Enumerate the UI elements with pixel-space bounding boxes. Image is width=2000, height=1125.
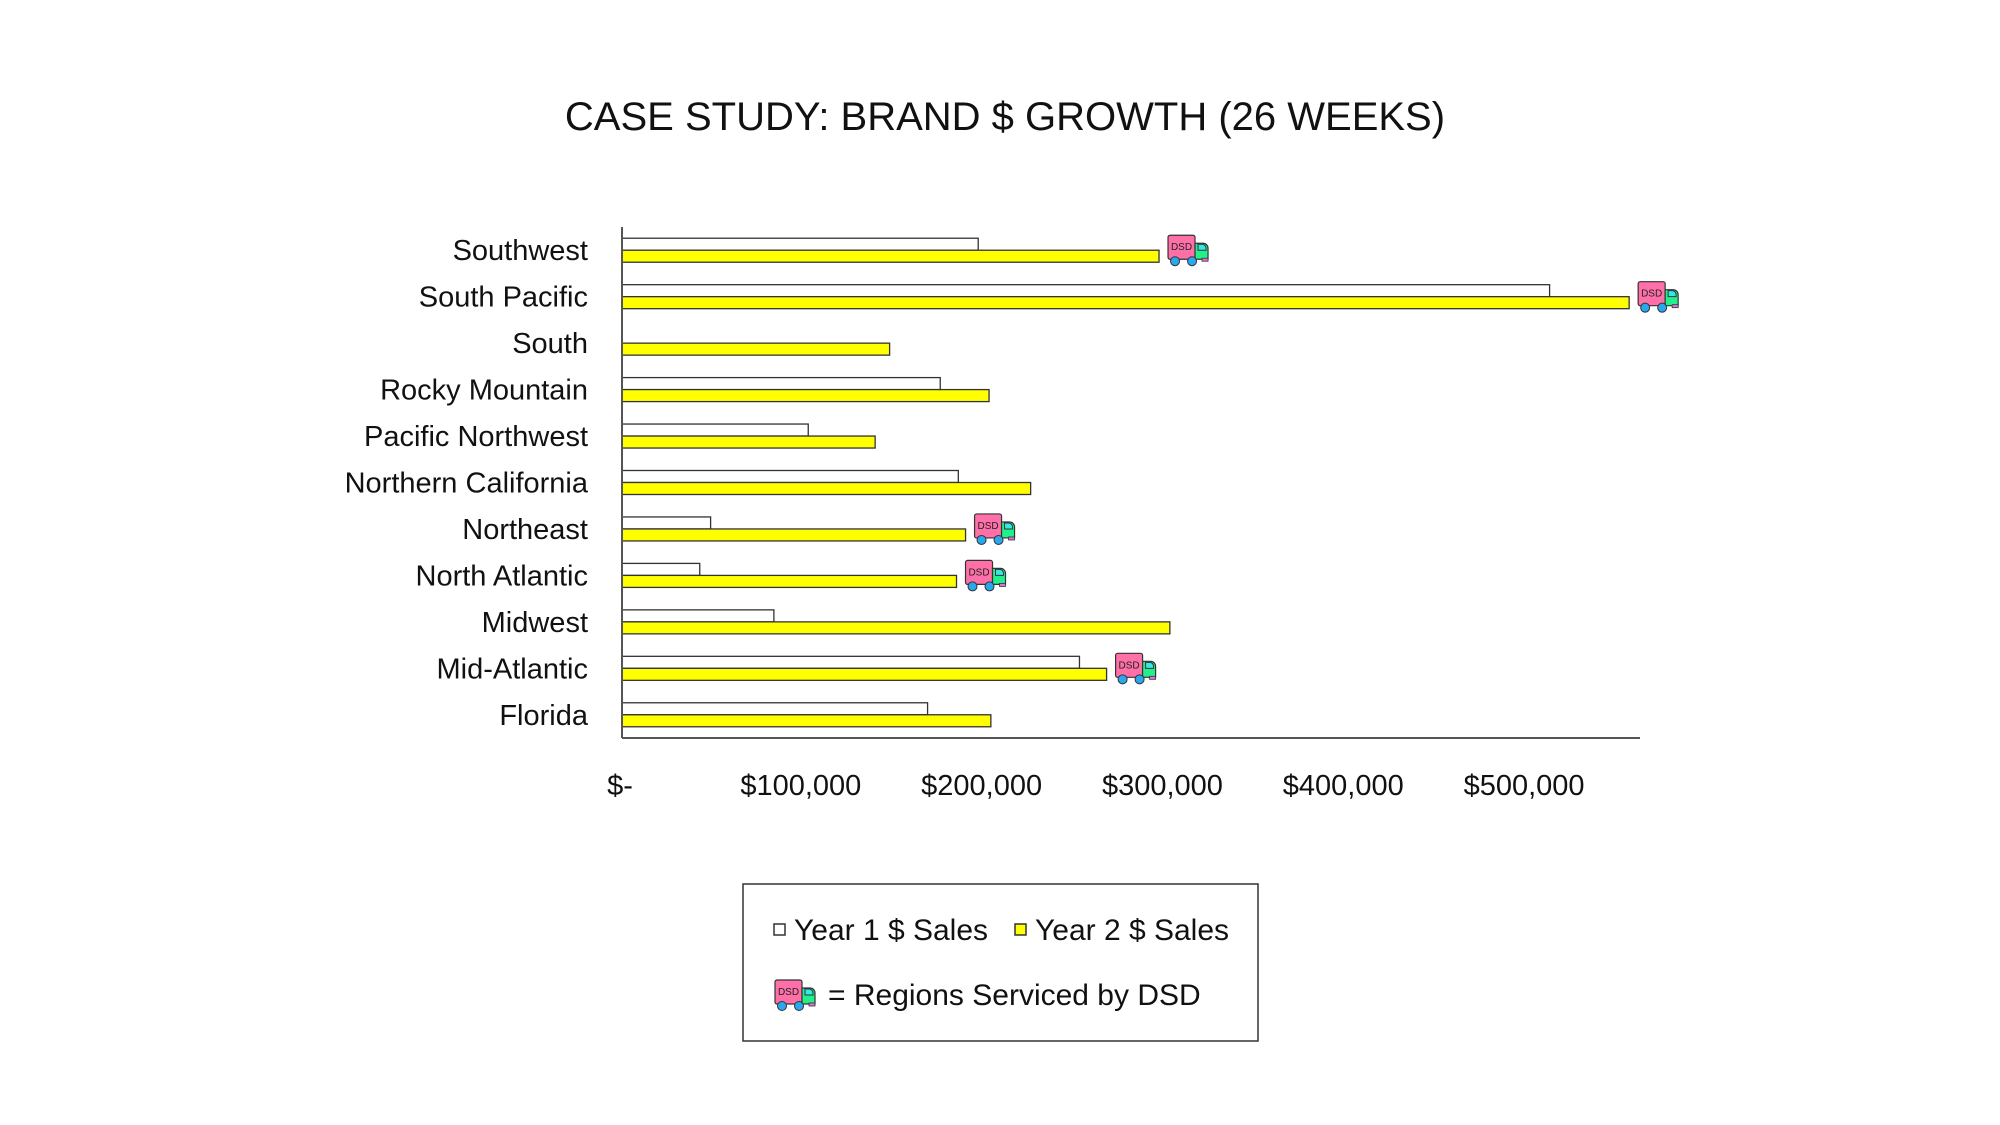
truck-label: DSD bbox=[1119, 660, 1140, 671]
legend-label-year1: Year 1 $ Sales bbox=[794, 914, 988, 947]
legend-box bbox=[742, 883, 1259, 1042]
truck-wheel bbox=[794, 1001, 804, 1011]
truck-label: DSD bbox=[778, 987, 799, 998]
x-tick-label: $- bbox=[607, 770, 633, 802]
x-tick-label: $500,000 bbox=[1464, 770, 1585, 802]
bar-year2 bbox=[621, 435, 876, 449]
dsd-truck-icon: DSD bbox=[973, 513, 1016, 545]
bar-year1 bbox=[621, 655, 1081, 669]
legend-dsd-note: = Regions Serviced by DSD bbox=[828, 979, 1201, 1012]
truck-wheel bbox=[984, 581, 995, 592]
category-label: Mid-Atlantic bbox=[437, 653, 589, 685]
truck-wheel bbox=[976, 534, 987, 545]
truck-wheel bbox=[993, 534, 1004, 545]
truck-wheel bbox=[1170, 256, 1181, 267]
truck-wheel bbox=[1134, 674, 1145, 685]
dsd-truck-icon: DSD bbox=[1637, 281, 1679, 313]
x-axis-ticks: $- $100,000 $200,000 $300,000 $400,000 $500,0… bbox=[607, 770, 1584, 802]
truck-bumper bbox=[999, 583, 1006, 587]
bar-year2 bbox=[621, 528, 967, 542]
truck-window bbox=[804, 988, 814, 996]
bar-year2 bbox=[621, 714, 992, 728]
dsd-truck-icon: DSD bbox=[1167, 234, 1209, 267]
truck-window bbox=[1197, 243, 1207, 251]
dsd-markers: DSD DSD DSD DSD DSD bbox=[964, 234, 1679, 685]
category-label: South bbox=[512, 328, 588, 360]
chart-title: CASE STUDY: BRAND $ GROWTH (26 WEEKS) bbox=[565, 95, 1445, 139]
truck-bumper bbox=[808, 1002, 816, 1007]
category-label: Pacific Northwest bbox=[364, 421, 588, 453]
truck-window bbox=[1667, 290, 1677, 298]
bar-year2 bbox=[621, 621, 1171, 635]
dsd-truck-icon: DSD bbox=[1114, 652, 1157, 685]
bar-year2 bbox=[621, 388, 990, 403]
category-label: Southwest bbox=[453, 235, 588, 267]
truck-window bbox=[995, 568, 1005, 576]
dsd-truck-icon: DSD bbox=[964, 559, 1007, 592]
bar-year1 bbox=[621, 237, 979, 251]
truck-window bbox=[1145, 661, 1155, 669]
truck-label: DSD bbox=[1641, 289, 1662, 300]
bar-year2 bbox=[621, 667, 1108, 681]
x-tick-label: $100,000 bbox=[740, 770, 861, 802]
category-label: North Atlantic bbox=[416, 560, 588, 592]
truck-bumper bbox=[1671, 304, 1679, 309]
category-label: Northern California bbox=[345, 468, 589, 500]
bar-year1 bbox=[621, 423, 809, 437]
legend: Year 1 $ Sales Year 2 $ Sales DSD = Regi… bbox=[742, 883, 1259, 1042]
bar-year2 bbox=[621, 296, 1630, 310]
bar-year1 bbox=[621, 284, 1551, 298]
x-tick-label: $400,000 bbox=[1283, 770, 1404, 802]
truck-label: DSD bbox=[1171, 242, 1192, 253]
category-label: Midwest bbox=[482, 607, 588, 639]
category-label: Rocky Mountain bbox=[380, 375, 588, 407]
bar-year1 bbox=[621, 702, 929, 716]
truck-label: DSD bbox=[968, 567, 989, 578]
bar-year1 bbox=[621, 609, 775, 623]
x-tick-label: $200,000 bbox=[921, 770, 1042, 802]
bar-year1 bbox=[621, 469, 959, 484]
category-label: Northeast bbox=[462, 514, 588, 546]
truck-bumper bbox=[1201, 257, 1209, 262]
category-label: Florida bbox=[499, 700, 589, 732]
bar-year2 bbox=[621, 574, 958, 589]
truck-wheel bbox=[1187, 256, 1198, 267]
truck-bumper bbox=[1149, 675, 1156, 680]
category-labels: Southwest South Pacific South Rocky Mountai… bbox=[345, 235, 589, 732]
bar-year2 bbox=[621, 342, 891, 356]
truck-bumper bbox=[1008, 536, 1015, 541]
legend-swatch-year1 bbox=[773, 923, 786, 936]
truck-wheel bbox=[967, 581, 978, 592]
bar-year2 bbox=[621, 249, 1160, 263]
truck-wheel bbox=[1117, 674, 1128, 685]
category-label: South Pacific bbox=[419, 282, 588, 314]
bar-year1 bbox=[621, 516, 712, 530]
x-tick-label: $300,000 bbox=[1102, 770, 1223, 802]
truck-window bbox=[1004, 522, 1014, 530]
truck-wheel bbox=[1657, 302, 1668, 313]
bar-year2 bbox=[621, 481, 1032, 496]
truck-wheel bbox=[1640, 302, 1651, 313]
legend-label-year2: Year 2 $ Sales bbox=[1035, 914, 1229, 947]
bar-year1 bbox=[621, 376, 941, 391]
truck-label: DSD bbox=[977, 521, 998, 532]
dsd-truck-icon: DSD bbox=[774, 979, 816, 1011]
bar-year1 bbox=[621, 562, 701, 577]
truck-wheel bbox=[777, 1001, 787, 1011]
legend-swatch-year2 bbox=[1014, 923, 1027, 936]
dsd-truck-icon: DSD bbox=[774, 979, 816, 1011]
